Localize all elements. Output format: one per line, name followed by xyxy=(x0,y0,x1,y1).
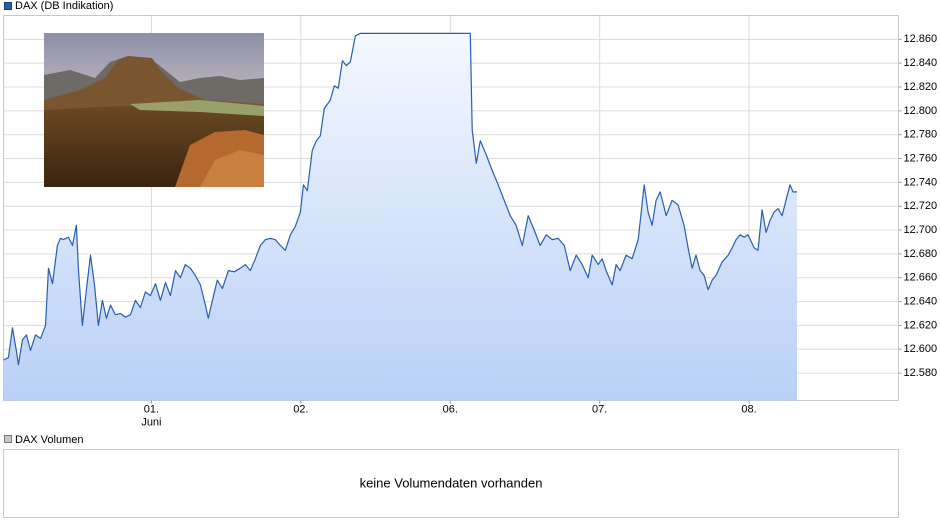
volume-message: keine Volumendaten vorhanden xyxy=(360,475,543,490)
area xyxy=(3,33,797,401)
y-tick-label: 12.680 xyxy=(904,248,938,260)
y-tick-label: 12.600 xyxy=(904,343,938,355)
y-tick-label: 12.580 xyxy=(904,367,938,379)
x-tick-label: 07. xyxy=(592,403,607,415)
volume-frame xyxy=(3,449,899,518)
line xyxy=(3,32,797,366)
y-tick-label: 12.820 xyxy=(904,81,938,93)
plot xyxy=(3,32,797,401)
y-tick-label: 12.800 xyxy=(904,105,938,117)
x-tick-label: 06. xyxy=(443,403,458,415)
y-tick-label: 12.780 xyxy=(904,129,938,141)
x-tick-label: 02. xyxy=(293,403,308,415)
month-label: Juni xyxy=(141,416,161,428)
y-tick-label: 12.720 xyxy=(904,200,938,212)
y-tick-label: 12.760 xyxy=(904,152,938,164)
volume-legend-swatch xyxy=(4,435,12,443)
y-tick-label: 12.740 xyxy=(904,176,938,188)
landscape-photo xyxy=(44,33,264,187)
x-tick-label: 08. xyxy=(741,403,756,415)
y-tick-label: 12.840 xyxy=(904,57,938,69)
volume-title: DAX Volumen xyxy=(15,434,83,446)
y-tick-label: 12.700 xyxy=(904,224,938,236)
legend-label: DAX (DB Indikation) xyxy=(15,0,113,12)
y-tick-label: 12.640 xyxy=(904,295,938,307)
y-tick-label: 12.860 xyxy=(904,33,938,45)
x-tick-label: 01. xyxy=(144,403,159,415)
y-tick-label: 12.620 xyxy=(904,319,938,331)
legend-swatch xyxy=(4,2,12,10)
y-tick-label: 12.660 xyxy=(904,272,938,284)
